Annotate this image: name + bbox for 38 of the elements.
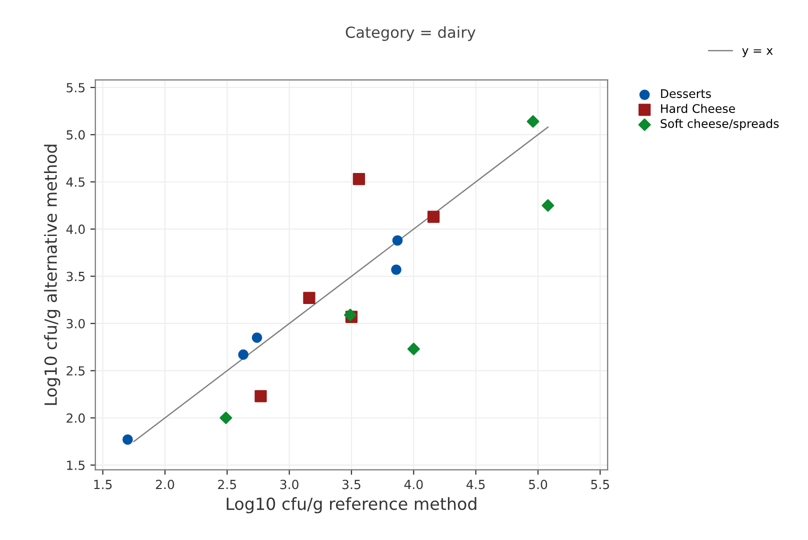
x-tick-label: 1.5 xyxy=(94,480,112,490)
legend-label: y = x xyxy=(742,48,773,58)
x-axis-title: Log10 cfu/g reference method xyxy=(226,497,476,514)
y-tick-label: 2.0 xyxy=(66,413,85,423)
point xyxy=(252,332,262,343)
point xyxy=(407,342,420,356)
y-tick-label: 5.5 xyxy=(66,83,85,92)
y-tick-label: 5.0 xyxy=(66,130,85,140)
point xyxy=(427,210,440,223)
y-tick-label: 4.0 xyxy=(66,224,85,234)
point xyxy=(238,349,248,360)
chart-title: Category = dairy xyxy=(346,26,476,41)
legend-label: Hard Cheese xyxy=(661,104,735,114)
point xyxy=(542,199,554,212)
x-tick-label: 5.0 xyxy=(529,480,548,490)
x-tick-label: 3.0 xyxy=(280,480,298,490)
y-tick-label: 3.5 xyxy=(66,272,85,282)
x-tick-label: 2.5 xyxy=(218,480,236,490)
point xyxy=(303,292,316,304)
legend-label: Desserts xyxy=(661,89,711,98)
point xyxy=(352,172,366,186)
y-tick-label: 2.5 xyxy=(66,366,85,376)
point xyxy=(220,412,232,424)
x-tick-label: 4.0 xyxy=(404,480,423,490)
point xyxy=(526,115,540,128)
y-tick-label: 1.5 xyxy=(67,460,85,470)
y-tick-label: 3.0 xyxy=(66,318,85,328)
point xyxy=(254,390,267,402)
x-tick-label: 5.5 xyxy=(591,480,610,490)
point xyxy=(391,264,402,275)
x-tick-label: 4.5 xyxy=(466,480,485,490)
point xyxy=(392,235,403,246)
x-tick-label: 2.0 xyxy=(156,480,174,490)
x-tick-label: 3.5 xyxy=(342,480,360,490)
y-axis-title: Log10 cfu/g alternative method xyxy=(44,144,60,405)
legend-label: Soft cheese/spreads xyxy=(660,118,779,130)
point xyxy=(122,434,133,445)
y-tick-label: 4.5 xyxy=(66,178,85,187)
